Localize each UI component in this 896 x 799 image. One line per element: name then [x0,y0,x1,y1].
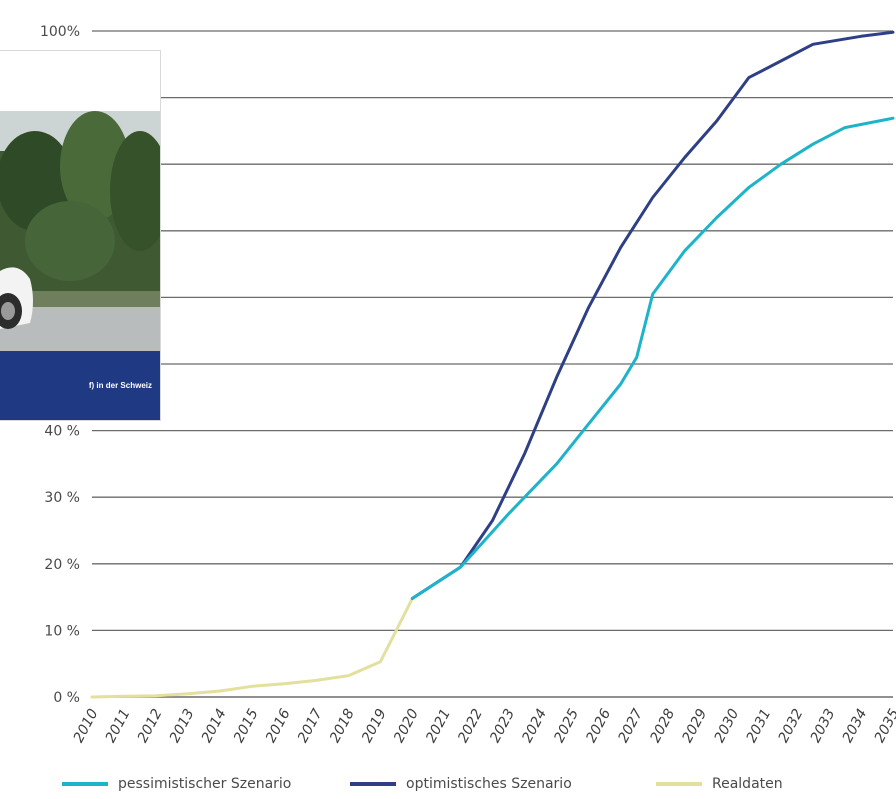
legend-swatch-pessimistic [62,782,108,786]
x-tick-label: 2011 [103,706,134,745]
x-tick-label: 2015 [231,706,262,745]
x-tick-label: 2022 [455,706,486,745]
x-tick-label: 2035 [872,706,896,745]
x-tick-label: 2018 [327,706,358,745]
inset-banner-text: f) in der Schweiz [88,381,152,390]
inset-report-cover: f) in der Schweiz [0,50,161,421]
x-tick-label: 2031 [744,706,775,745]
x-tick-label: 2034 [840,706,871,745]
x-tick-label: 2014 [199,706,230,745]
x-tick-label: 2019 [359,706,390,745]
x-tick-label: 2028 [647,706,678,745]
x-tick-label: 2033 [808,706,839,745]
x-tick-label: 2016 [263,706,294,745]
x-axis-ticks: 2010 2011 2012 2013 2014 2015 2016 2017 2018 2019… [71,706,896,745]
x-tick-label: 2023 [487,706,518,745]
y-tick-label: 0 % [53,690,80,706]
legend-item-pessimistic: pessimistischer Szenario [62,770,291,798]
legend-swatch-optimistic [350,782,396,786]
series-line-1 [410,30,895,600]
y-tick-label: 10 % [44,623,80,639]
y-tick-label: 100% [40,24,80,40]
x-tick-label: 2025 [551,706,582,745]
x-tick-label: 2032 [776,706,807,745]
x-tick-label: 2030 [711,706,742,745]
x-tick-label: 2021 [423,706,454,745]
y-tick-label: 30 % [44,490,80,506]
series-line-0 [410,116,895,600]
gridlines [92,30,893,698]
inset-cover-banner: f) in der Schweiz [0,351,160,420]
x-tick-label: 2012 [135,706,166,745]
x-tick-label: 2024 [519,706,550,745]
legend-label-optimistic: optimistisches Szenario [406,776,572,792]
legend-swatch-realdaten [656,782,702,786]
x-tick-label: 2026 [583,706,614,745]
series-line-2 [90,596,414,699]
legend-item-optimistic: optimistisches Szenario [350,770,572,798]
x-tick-label: 2013 [167,706,198,745]
x-tick-label: 2010 [71,706,102,745]
x-tick-label: 2027 [615,706,646,745]
x-tick-label: 2020 [391,706,422,745]
x-tick-label: 2029 [679,706,710,745]
inset-cover-header [0,51,160,111]
legend-label-realdaten: Realdaten [712,776,783,792]
legend-label-pessimistic: pessimistischer Szenario [118,776,292,792]
legend-item-realdaten: Realdaten [656,770,783,798]
y-tick-label: 40 % [44,424,80,440]
x-tick-label: 2017 [295,706,326,745]
legend: pessimistischer Szenario optimistisches … [0,770,896,798]
y-tick-label: 20 % [44,557,80,573]
series-lines [90,30,895,699]
